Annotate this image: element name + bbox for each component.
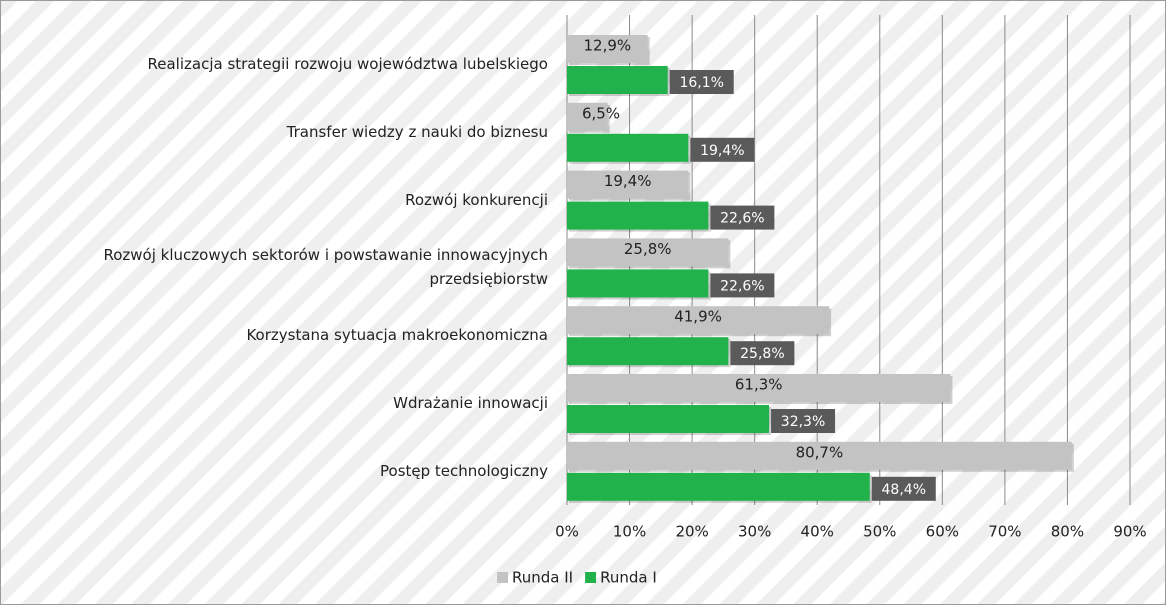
x-tick-label: 70% (988, 523, 1021, 541)
x-tick-label: 90% (1113, 523, 1146, 541)
value-label: 41,9% (674, 308, 722, 326)
bar (567, 269, 709, 298)
legend-label: Runda I (600, 569, 657, 587)
legend-swatch (585, 572, 597, 583)
legend-label: Runda II (512, 569, 573, 587)
value-label: 19,4% (700, 143, 744, 159)
bar (567, 102, 608, 131)
x-tick-label: 0% (555, 523, 579, 541)
value-label: 22,6% (720, 211, 764, 227)
category-label: Rozwój kluczowych sektorów i powstawanie… (103, 246, 548, 289)
bar (567, 337, 729, 366)
value-label: 32,3% (781, 414, 825, 430)
bar (567, 472, 870, 501)
bar (567, 170, 689, 199)
value-label-box (771, 409, 836, 433)
x-tick-label: 60% (926, 523, 959, 541)
x-tick-label: 40% (801, 523, 834, 541)
bar (567, 35, 648, 63)
value-label-box (690, 137, 755, 162)
bar (567, 201, 709, 230)
value-label-box (669, 70, 734, 94)
category-label: Realizacja strategii rozwoju województwa… (147, 55, 549, 73)
value-label-box (871, 476, 936, 501)
x-tick-label: 20% (675, 523, 708, 541)
x-tick-label: 30% (738, 523, 771, 541)
x-tick-label: 50% (863, 523, 896, 541)
value-label-box (730, 341, 795, 366)
x-tick-label: 80% (1051, 523, 1084, 541)
value-label-box (710, 205, 775, 230)
value-label-box (710, 273, 775, 298)
value-label: 48,4% (882, 482, 926, 498)
value-label: 12,9% (584, 37, 632, 55)
category-label: Rozwój konkurencji (405, 190, 548, 209)
bar (567, 374, 951, 402)
value-label: 25,8% (740, 346, 784, 362)
value-label: 16,1% (679, 75, 723, 91)
bar (567, 441, 1072, 470)
category-label: Postęp technologiczny (380, 461, 548, 480)
value-label: 25,8% (624, 240, 672, 258)
value-label: 80,7% (796, 443, 844, 461)
value-label: 6,5% (582, 104, 620, 122)
value-label: 61,3% (735, 376, 783, 394)
bar (567, 238, 729, 267)
bar (567, 306, 830, 335)
bar (567, 405, 770, 433)
value-label: 19,4% (604, 172, 652, 190)
category-label: Korzystana sytuacja makroekonomiczna (246, 326, 548, 345)
x-tick-label: 10% (613, 523, 646, 541)
bar (567, 133, 689, 162)
bar (567, 66, 668, 94)
value-label: 22,6% (720, 278, 764, 294)
legend-swatch (497, 572, 508, 583)
category-label: Wdrażanie innowacji (393, 394, 548, 412)
category-label: Transfer wiedzy z nauki do biznesu (286, 122, 548, 141)
